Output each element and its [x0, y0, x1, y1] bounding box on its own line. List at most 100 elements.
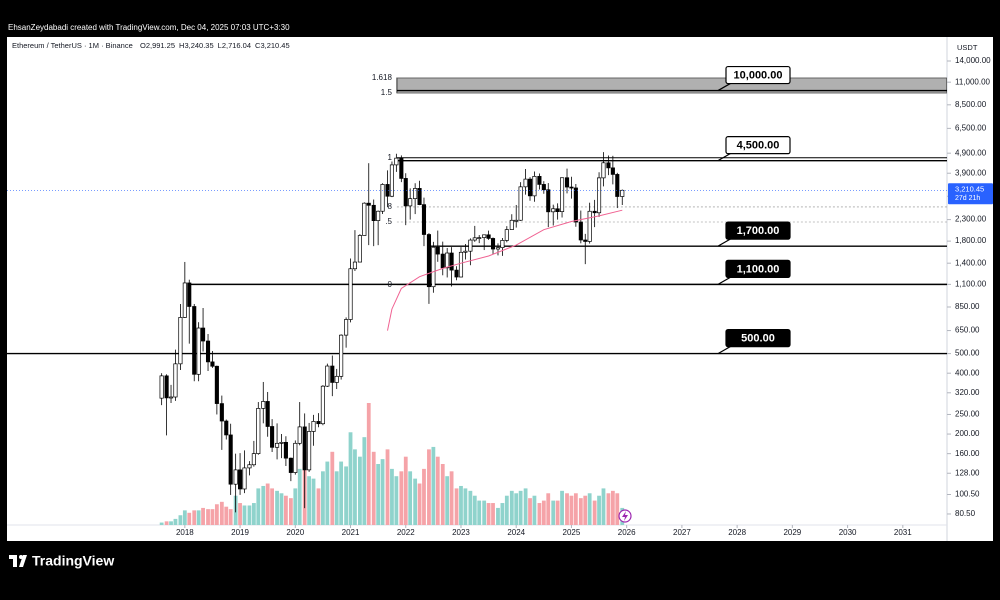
y-tick-label: 400.00: [955, 368, 980, 377]
volume-bar: [592, 500, 597, 525]
y-tick-label: 2,300.00: [955, 215, 987, 224]
last-price-label: 3,210.45: [955, 184, 984, 193]
volume-bar: [210, 509, 215, 525]
candle-body: [532, 176, 537, 197]
volume-bar: [366, 403, 371, 525]
candle-body: [454, 269, 459, 278]
volume-bar: [422, 468, 426, 525]
volume-bar: [445, 476, 450, 525]
volume-bar: [339, 461, 344, 525]
candle-body: [362, 202, 367, 236]
y-tick-label: 80.50: [955, 509, 976, 518]
y-tick-label: 14,000.00: [955, 56, 991, 65]
y-tick-label: 650.00: [955, 326, 980, 335]
y-tick-label: 320.00: [955, 388, 980, 397]
volume-bar: [486, 503, 491, 525]
candle-body: [228, 434, 233, 485]
volume-bar: [514, 493, 519, 525]
x-tick-label: 2026: [618, 528, 636, 537]
volume-bar: [454, 488, 459, 525]
candle-body: [297, 426, 302, 444]
ohlc-value: L2,716.04: [218, 41, 251, 50]
fib-label: 1.618: [372, 73, 393, 82]
events-icon-bolt: [622, 511, 628, 521]
volume-bar: [251, 503, 256, 525]
volume-bar: [169, 521, 173, 525]
candle-body: [219, 403, 224, 422]
ohlc-value: O2,991.25: [140, 41, 175, 50]
volume-bar: [358, 456, 362, 525]
volume-bar: [427, 449, 431, 525]
x-tick-label: 2025: [563, 528, 581, 537]
y-tick-label: 128.00: [955, 468, 980, 477]
y-tick-label: 4,900.00: [955, 148, 987, 157]
volume-bar: [284, 495, 288, 525]
x-tick-label: 2028: [728, 528, 746, 537]
x-tick-label: 2021: [342, 528, 360, 537]
candle-body: [413, 188, 418, 199]
x-tick-label: 2024: [507, 528, 525, 537]
volume-bar: [371, 451, 376, 525]
volume-bar: [214, 504, 219, 525]
volume-bar: [219, 501, 224, 525]
candle-body: [261, 401, 266, 409]
candle-body: [597, 177, 602, 214]
callout-label: 10,000.00: [734, 69, 783, 81]
volume-bar: [555, 500, 560, 525]
volume-bar: [261, 485, 266, 525]
candle-body: [293, 442, 298, 473]
candle-body: [334, 375, 339, 383]
callout-label: 1,100.00: [737, 263, 780, 275]
candle-body: [523, 178, 528, 188]
candle-body: [403, 178, 408, 207]
volume-bar: [256, 488, 261, 525]
volume-bar: [435, 456, 440, 525]
credit: EhsanZeydabadi created with TradingView.…: [8, 23, 290, 32]
candle-body: [168, 396, 174, 399]
candle-body: [551, 208, 556, 213]
volume-bar: [348, 432, 353, 525]
volume-bar: [196, 510, 201, 525]
y-tick-label: 250.00: [955, 410, 980, 419]
volume-bar: [182, 510, 187, 525]
candle-body: [316, 421, 321, 425]
volume-bar: [376, 464, 381, 525]
volume-bar: [491, 503, 495, 525]
volume-bar: [380, 459, 385, 525]
candle-body: [417, 188, 422, 205]
volume-bar: [293, 488, 298, 525]
candle-body: [238, 469, 243, 490]
candle-body: [527, 178, 533, 197]
volume-bar: [459, 485, 463, 525]
volume-bar: [279, 493, 284, 525]
candle-body: [196, 327, 201, 375]
volume-bar: [560, 490, 564, 525]
candle-body: [380, 184, 385, 212]
candle-body: [537, 176, 542, 185]
candle-body: [500, 240, 505, 249]
x-tick-label: 2030: [839, 528, 857, 537]
volume-bar: [504, 495, 509, 525]
x-tick-label: 2022: [397, 528, 415, 537]
volume-bar: [496, 507, 500, 525]
candle-body: [214, 365, 219, 404]
candle-body: [477, 237, 482, 239]
volume-bar: [385, 449, 390, 525]
symbol: Ethereum / TetherUS · 1M · Binance: [12, 41, 133, 50]
moving-average: [387, 209, 623, 331]
candle-body: [421, 204, 427, 235]
volume-bar: [297, 468, 302, 525]
volume-bar: [270, 488, 274, 525]
volume-bar: [573, 493, 578, 525]
callout-box: [725, 136, 791, 155]
callout-label: 1,700.00: [737, 225, 780, 237]
volume-bar: [228, 509, 233, 525]
candle-body: [201, 327, 206, 342]
candle-body: [224, 420, 229, 436]
volume-bar: [472, 495, 477, 525]
candle-body: [583, 239, 588, 242]
candle-body: [615, 174, 620, 197]
candle-body: [389, 164, 394, 197]
volume-bar: [330, 451, 335, 525]
